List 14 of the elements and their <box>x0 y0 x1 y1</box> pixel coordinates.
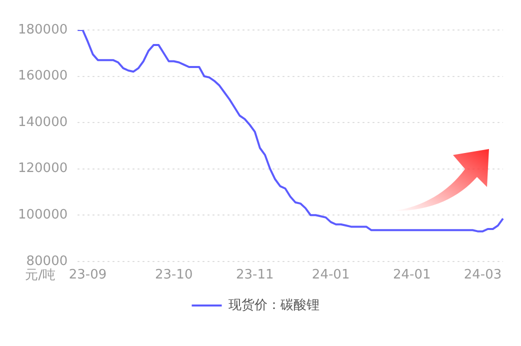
y-tick-label: 120000 <box>18 161 68 176</box>
x-tick-label: 23-10 <box>154 268 193 283</box>
y-tick-label: 80000 <box>26 254 68 269</box>
x-tick-label: 24-03 <box>464 268 502 283</box>
x-tick-label: 23-09 <box>68 268 107 283</box>
y-tick-label: 100000 <box>18 207 68 222</box>
y-tick-label: 160000 <box>18 68 68 84</box>
y-tick-label: 140000 <box>18 114 68 130</box>
x-tick-label: 24-01 <box>312 268 350 283</box>
x-tick-label: 24-01 <box>392 268 431 283</box>
y-axis-title: 元/吨 <box>25 268 56 283</box>
y-tick-label: 180000 <box>18 22 68 38</box>
x-tick-label: 23-11 <box>236 268 274 283</box>
legend-label: 现货价：碳酸锂 <box>228 298 320 313</box>
